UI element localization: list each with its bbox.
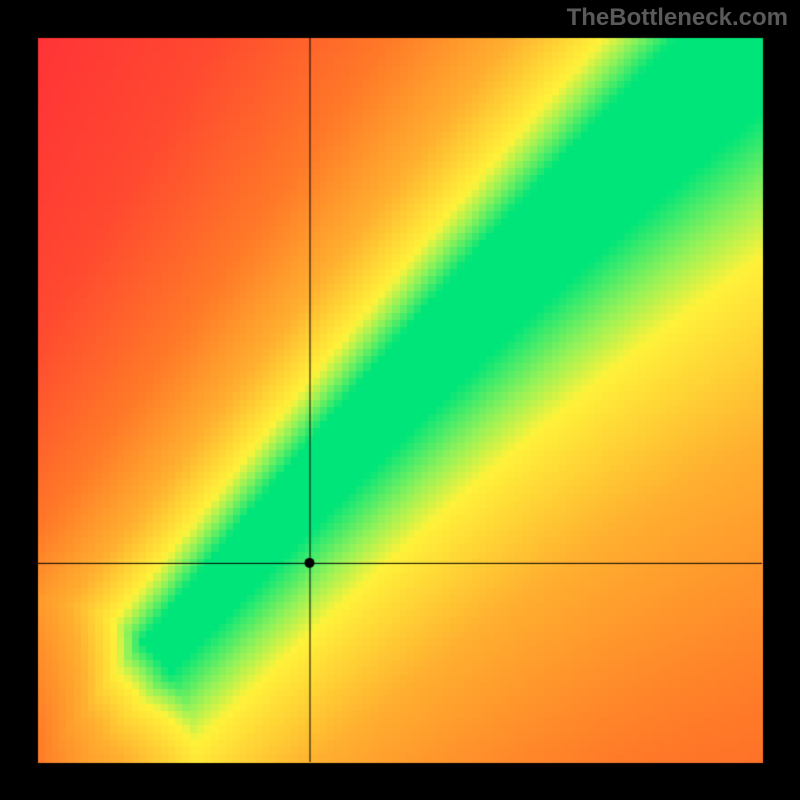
attribution-text: TheBottleneck.com	[567, 4, 788, 32]
chart-container: TheBottleneck.com	[0, 0, 800, 800]
heatmap-canvas	[0, 0, 800, 800]
